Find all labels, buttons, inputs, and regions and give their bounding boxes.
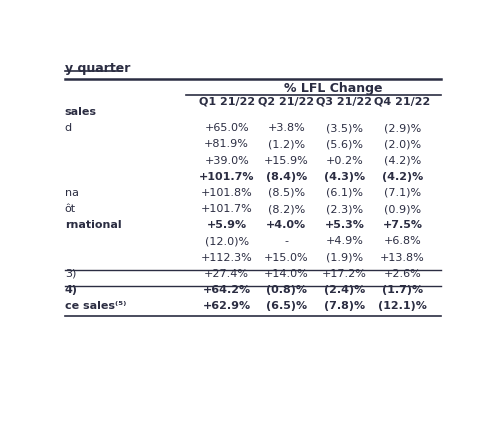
Text: (0.9)%: (0.9)% — [384, 204, 421, 214]
Text: +101.8%: +101.8% — [201, 188, 252, 198]
Text: +65.0%: +65.0% — [205, 123, 249, 133]
Text: y quarter: y quarter — [65, 62, 130, 75]
Text: +3.8%: +3.8% — [268, 123, 305, 133]
Text: sales: sales — [65, 107, 97, 117]
Text: (2.9)%: (2.9)% — [384, 123, 421, 133]
Text: +27.4%: +27.4% — [204, 269, 249, 279]
Text: +62.9%: +62.9% — [203, 301, 251, 311]
Text: +64.2%: +64.2% — [203, 285, 251, 295]
Text: +101.7%: +101.7% — [201, 204, 252, 214]
Text: (4.2)%: (4.2)% — [384, 156, 421, 166]
Text: (1.7)%: (1.7)% — [382, 285, 423, 295]
Text: ôt: ôt — [65, 204, 76, 214]
Text: (12.0)%: (12.0)% — [205, 237, 249, 246]
Text: +112.3%: +112.3% — [201, 252, 252, 263]
Text: na: na — [65, 188, 79, 198]
Text: (6.1)%: (6.1)% — [326, 188, 363, 198]
Text: +17.2%: +17.2% — [322, 269, 367, 279]
Text: Q4 21/22: Q4 21/22 — [375, 96, 431, 106]
Text: +15.9%: +15.9% — [264, 156, 309, 166]
Text: Q3 21/22: Q3 21/22 — [317, 96, 373, 106]
Text: +6.8%: +6.8% — [384, 237, 422, 246]
Text: (0.8)%: (0.8)% — [266, 285, 307, 295]
Text: +81.9%: +81.9% — [204, 139, 249, 149]
Text: (2.4)%: (2.4)% — [324, 285, 365, 295]
Text: d: d — [65, 123, 72, 133]
Text: (4.3)%: (4.3)% — [324, 172, 365, 182]
Text: +5.9%: +5.9% — [207, 220, 247, 230]
Text: -: - — [284, 237, 288, 246]
Text: (1.2)%: (1.2)% — [268, 139, 305, 149]
Text: +101.7%: +101.7% — [199, 172, 254, 182]
Text: +0.2%: +0.2% — [325, 156, 363, 166]
Text: (1.9)%: (1.9)% — [326, 252, 363, 263]
Text: (2.0)%: (2.0)% — [384, 139, 421, 149]
Text: +15.0%: +15.0% — [264, 252, 309, 263]
Text: +14.0%: +14.0% — [264, 269, 309, 279]
Text: +4.0%: +4.0% — [266, 220, 307, 230]
Text: (5.6)%: (5.6)% — [326, 139, 363, 149]
Text: (8.5)%: (8.5)% — [268, 188, 305, 198]
Text: (7.1)%: (7.1)% — [384, 188, 421, 198]
Text: (8.2)%: (8.2)% — [268, 204, 305, 214]
Text: ce sales⁽⁵⁾: ce sales⁽⁵⁾ — [65, 301, 126, 311]
Text: +13.8%: +13.8% — [380, 252, 425, 263]
Text: +4.9%: +4.9% — [325, 237, 363, 246]
Text: Q1 21/22: Q1 21/22 — [199, 96, 255, 106]
Text: % LFL Change: % LFL Change — [283, 83, 382, 95]
Text: 4): 4) — [65, 285, 78, 295]
Text: (8.4)%: (8.4)% — [266, 172, 307, 182]
Text: (7.8)%: (7.8)% — [324, 301, 365, 311]
Text: (6.5)%: (6.5)% — [266, 301, 307, 311]
Text: +7.5%: +7.5% — [383, 220, 423, 230]
Text: +2.6%: +2.6% — [384, 269, 422, 279]
Text: (12.1)%: (12.1)% — [378, 301, 427, 311]
Text: 3): 3) — [65, 269, 76, 279]
Text: (3.5)%: (3.5)% — [326, 123, 363, 133]
Text: +5.3%: +5.3% — [324, 220, 364, 230]
Text: Q2 21/22: Q2 21/22 — [258, 96, 315, 106]
Text: rnational: rnational — [65, 220, 121, 230]
Text: (2.3)%: (2.3)% — [326, 204, 363, 214]
Text: (4.2)%: (4.2)% — [382, 172, 423, 182]
Text: +39.0%: +39.0% — [204, 156, 249, 166]
